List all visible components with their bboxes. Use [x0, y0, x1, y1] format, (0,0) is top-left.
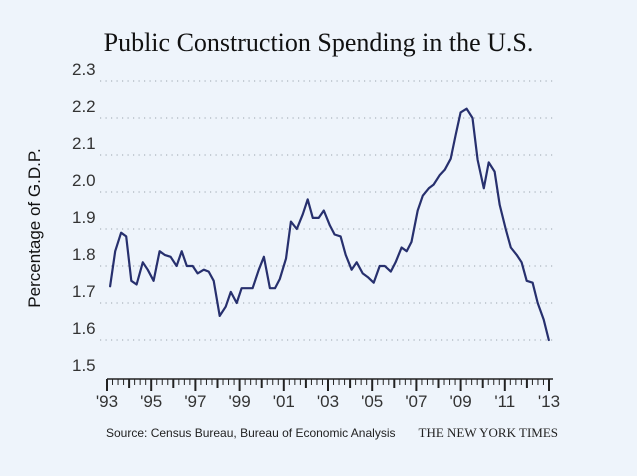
y-tick-label: 2.2	[72, 97, 96, 116]
footer: Source: Census Bureau, Bureau of Economi…	[106, 425, 558, 441]
y-tick-label: 1.8	[72, 245, 96, 264]
series-line	[109, 107, 550, 342]
x-tick-label: '05	[361, 392, 383, 411]
x-tick-label: '07	[405, 392, 427, 411]
x-tick-label: '09	[450, 392, 472, 411]
x-axis-tick-labels: '93 '95 '97 '99 '01 '03 '05 '07 '09 '11 '13	[96, 392, 560, 411]
y-tick-label: 2.1	[72, 134, 96, 153]
series-group	[109, 107, 550, 342]
y-tick-label: 1.9	[72, 208, 96, 227]
x-tick-label: '99	[229, 392, 251, 411]
x-tick-label: '97	[184, 392, 206, 411]
x-tick-label: '11	[494, 392, 515, 411]
x-tick-label: '03	[317, 392, 339, 411]
credit-line: THE NEW YORK TIMES	[418, 425, 559, 440]
y-tick-label: 2.3	[72, 60, 96, 79]
x-tick-label: '93	[96, 392, 118, 411]
x-tick-label: '01	[273, 392, 295, 411]
y-tick-label: 1.7	[72, 282, 96, 301]
chart-title: Public Construction Spending in the U.S.	[103, 28, 534, 57]
x-tick-label: '13	[538, 392, 560, 411]
gridlines	[100, 80, 553, 341]
y-tick-label: 1.5	[72, 356, 96, 375]
x-tick-label: '95	[140, 392, 162, 411]
y-tick-label: 1.6	[72, 319, 96, 338]
y-axis-ticks: 1.5 1.6 1.7 1.8 1.9 2.0 2.1 2.2 2.3	[72, 60, 96, 375]
y-tick-label: 2.0	[72, 171, 96, 190]
x-axis	[106, 378, 553, 391]
source-note: Source: Census Bureau, Bureau of Economi…	[106, 426, 396, 440]
